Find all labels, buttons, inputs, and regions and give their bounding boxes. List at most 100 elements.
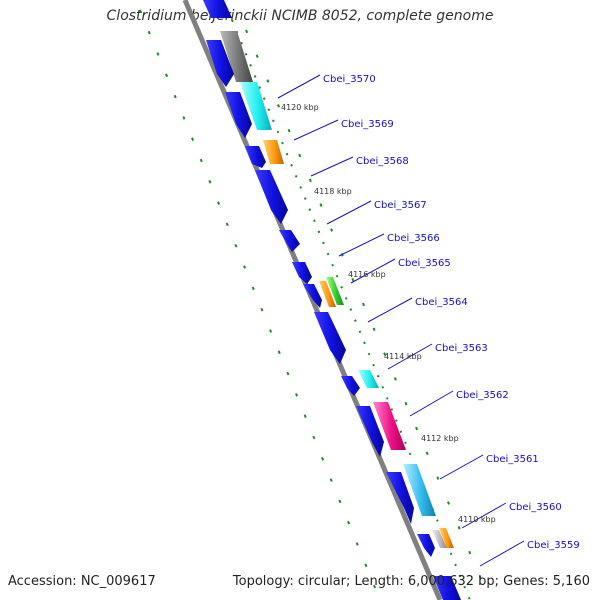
gc-dot — [363, 341, 366, 345]
gc-dot — [240, 41, 243, 45]
gc-dot — [294, 175, 298, 178]
gc-dot — [354, 319, 357, 322]
gene-track — [203, 0, 461, 600]
tick-label: 4112 kbp — [421, 434, 459, 443]
gc-dot — [165, 73, 169, 78]
gene-label[interactable]: Cbei_3564 — [415, 297, 468, 308]
gc-dots-outer — [245, 29, 482, 580]
gc-dot — [467, 596, 471, 600]
gene-arrow-green[interactable] — [326, 277, 344, 305]
gc-dot — [404, 441, 407, 445]
gene-arrow[interactable] — [303, 284, 322, 308]
gc-dot — [285, 152, 289, 156]
gc-dot — [425, 451, 429, 456]
gene-arrow-cyan[interactable] — [358, 370, 379, 388]
gene-label[interactable]: Cbei_3559 — [527, 540, 580, 551]
gene-arrow[interactable] — [206, 40, 234, 87]
gc-dot — [253, 75, 257, 78]
gene-arrow-skyblue[interactable] — [403, 464, 436, 516]
label-leader-line — [338, 233, 385, 257]
gene-arrow-orange[interactable] — [263, 140, 284, 164]
gc-dot — [319, 203, 323, 207]
tick-label: 4110 kbp — [458, 515, 496, 524]
gene-arrow[interactable] — [245, 146, 266, 168]
gc-dot — [454, 563, 457, 567]
gene-arrow-pink[interactable] — [373, 402, 406, 450]
gene-arrow[interactable] — [292, 262, 312, 284]
gc-dot — [395, 419, 398, 422]
label-leader-line — [293, 119, 339, 141]
gc-dot — [415, 426, 419, 431]
gc-dot — [399, 430, 403, 433]
gene-arrow-cyan[interactable] — [240, 82, 272, 130]
gc-dot — [173, 94, 177, 99]
gc-dot — [217, 201, 221, 205]
gc-dot — [390, 408, 394, 411]
gene-label[interactable]: Cbei_3565 — [398, 258, 451, 269]
gc-dots-inner — [139, 9, 377, 589]
gc-dot — [335, 274, 339, 278]
gc-dot — [367, 352, 371, 356]
gc-dot — [344, 297, 348, 300]
gc-dot — [331, 263, 334, 267]
gc-dot — [458, 574, 462, 578]
gene-label[interactable]: Cbei_3561 — [486, 454, 539, 465]
gc-dot — [225, 222, 229, 227]
gene-label[interactable]: Cbei_3566 — [387, 233, 440, 244]
gene-labels: Cbei_3570 Cbei_3569 Cbei_3568 Cbei_3567 … — [323, 74, 580, 551]
gene-label[interactable]: Cbei_3569 — [341, 119, 394, 130]
gene-arrow-orange[interactable] — [439, 528, 454, 548]
gene-label[interactable]: Cbei_3560 — [509, 502, 562, 513]
gene-label[interactable]: Cbei_3568 — [356, 156, 409, 167]
gc-dot — [255, 54, 259, 58]
gene-arrow[interactable] — [341, 376, 360, 396]
gc-dot — [262, 97, 266, 100]
gene-label[interactable]: Cbei_3563 — [435, 343, 488, 354]
gc-dot — [372, 327, 376, 332]
gene-arrow[interactable] — [255, 170, 288, 224]
gc-dot — [251, 286, 255, 291]
gc-dot — [258, 86, 262, 89]
tick-label: 4118 kbp — [314, 187, 352, 196]
gc-dot — [468, 550, 472, 555]
gene-arrow[interactable] — [225, 92, 252, 138]
gc-dot — [281, 141, 284, 145]
gene-arrow-gray[interactable] — [220, 31, 253, 82]
gene-arrow-orange[interactable] — [319, 281, 336, 307]
gc-dot — [347, 520, 351, 525]
accession-text: Accession: NC_009617 — [8, 574, 156, 589]
gene-label[interactable]: Cbei_3567 — [374, 200, 427, 211]
label-leader-line — [350, 258, 396, 284]
gc-dot — [308, 178, 312, 183]
gc-dot — [313, 219, 316, 223]
gene-arrow-partial-bottom[interactable] — [433, 576, 461, 600]
gc-dot — [321, 457, 325, 461]
gc-dot — [199, 158, 203, 163]
gc-dot — [349, 308, 353, 311]
gc-dot — [364, 563, 368, 568]
gc-dot — [287, 128, 291, 133]
gc-dot — [373, 584, 377, 589]
gc-dot — [446, 501, 451, 505]
tick-label: 4120 kbp — [281, 103, 319, 112]
gene-arrow[interactable] — [417, 534, 435, 557]
gc-dot — [478, 575, 482, 580]
gene-arrow-silver[interactable] — [432, 530, 447, 548]
gene-arrow[interactable] — [356, 406, 384, 457]
label-leader-line — [479, 540, 525, 567]
gene-arrow-partial-top[interactable] — [203, 0, 232, 18]
gene-arrow[interactable] — [314, 312, 346, 364]
gene-label[interactable]: Cbei_3570 — [323, 74, 376, 85]
gene-arrow[interactable] — [386, 472, 414, 524]
gene-label[interactable]: Cbei_3562 — [456, 390, 509, 401]
gc-dot — [340, 286, 344, 289]
gc-dot — [266, 79, 270, 83]
gene-arrow[interactable] — [279, 230, 300, 252]
gc-dot — [244, 52, 248, 56]
gc-dot — [298, 153, 302, 158]
position-ticks: 4120 kbp 4118 kbp 4116 kbp 4114 kbp 4112… — [281, 103, 496, 524]
gc-dot — [338, 499, 342, 504]
gc-dot — [408, 452, 412, 456]
gc-dot — [381, 385, 385, 389]
